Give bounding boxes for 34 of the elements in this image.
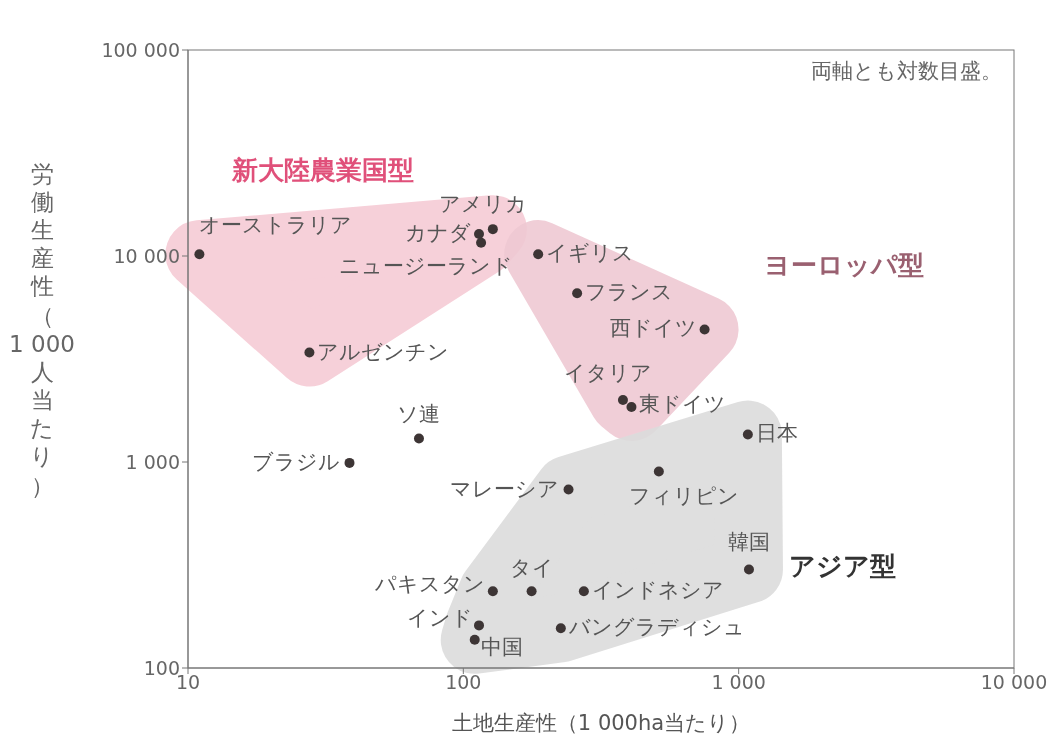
- y-tick-label: 10 000: [113, 244, 180, 267]
- annotation: タイ: [509, 556, 554, 581]
- annotation: 韓国: [727, 530, 770, 555]
- annotation: 日本: [755, 421, 798, 446]
- annotation: イギリス: [546, 241, 635, 266]
- annotation: オーストラリア: [199, 213, 353, 238]
- text: 労働生産性（1 000人当たり）: [9, 161, 75, 499]
- annotation: マレーシア: [449, 476, 559, 501]
- annotation: アルゼンチン: [317, 339, 450, 364]
- annotation: インドネシア: [591, 578, 724, 603]
- text: ヨーロッパ型: [763, 249, 924, 280]
- x-axis-title: 土地生産性（1 000ha当たり）: [451, 711, 751, 735]
- x-tick-label: 100: [445, 671, 482, 694]
- annotation: フランス: [585, 280, 674, 305]
- x-tick-label: 10 000: [980, 671, 1048, 694]
- series-label: アジア型: [788, 550, 896, 581]
- y-tick-label: 1 000: [125, 450, 180, 473]
- text: 新大陸農業国型: [230, 154, 414, 185]
- annotation: 東ドイツ: [639, 391, 727, 416]
- annotation: バングラディシュ: [567, 615, 745, 640]
- annotation: フィリピン: [628, 484, 739, 509]
- annotation: ニュージーランド: [339, 253, 514, 278]
- annotation: 両軸とも対数目盛。: [811, 59, 1002, 83]
- annotation: 西ドイツ: [609, 316, 697, 341]
- annotation: アメリカ: [438, 192, 527, 217]
- annotation: ブラジル: [251, 449, 340, 474]
- annotation: パキスタン: [373, 572, 485, 597]
- x-tick-label: 1 000: [711, 671, 766, 694]
- y-tick-label: 100 000: [101, 38, 180, 61]
- annotation: イタリア: [563, 360, 652, 385]
- annotation: カナダ: [405, 220, 471, 245]
- annotation: ソ連: [397, 401, 441, 426]
- annotation: 中国: [480, 634, 523, 659]
- annotation: インド: [407, 606, 473, 631]
